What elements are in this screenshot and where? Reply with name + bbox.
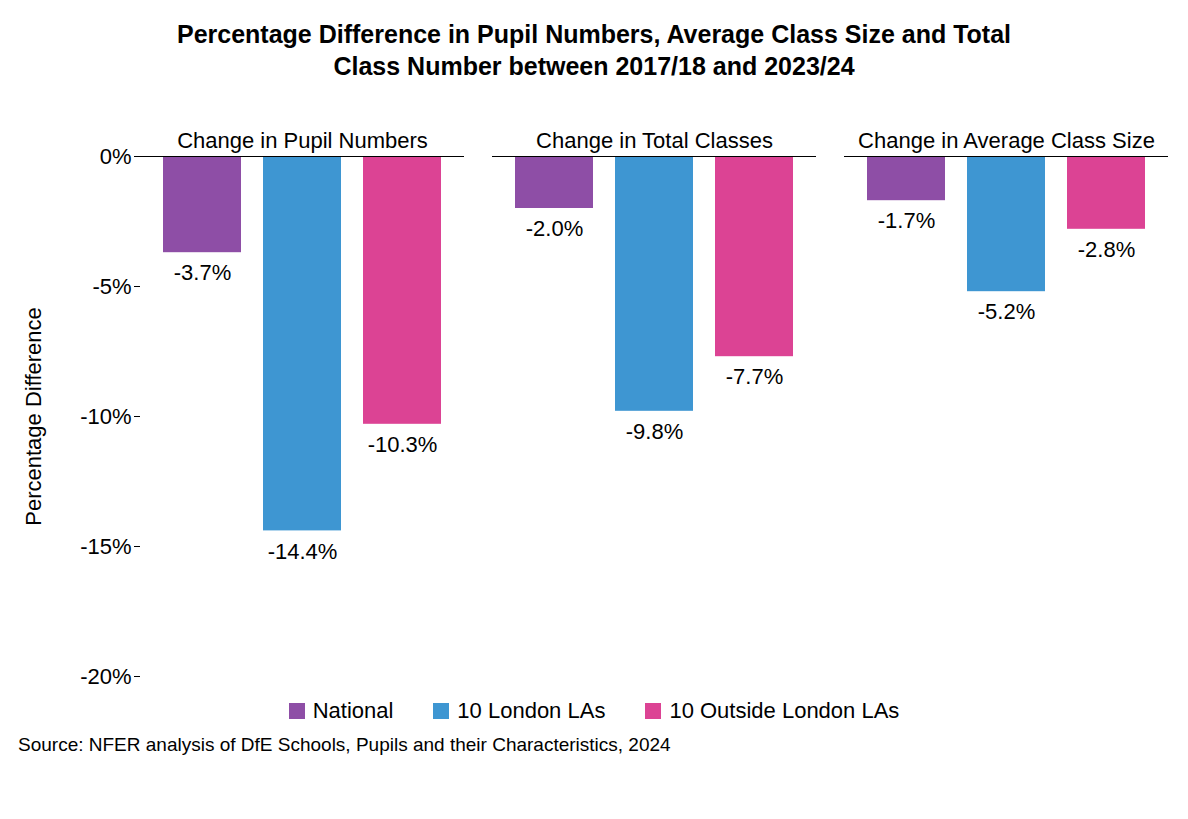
svg-text:-10.3%: -10.3% bbox=[368, 432, 438, 457]
svg-text:Percentage Difference: Percentage Difference bbox=[21, 307, 46, 526]
svg-text:-1.7%: -1.7% bbox=[878, 208, 935, 233]
svg-text:0%: 0% bbox=[100, 144, 132, 169]
svg-text:-7.7%: -7.7% bbox=[726, 364, 783, 389]
svg-text:-2.0%: -2.0% bbox=[526, 216, 583, 241]
svg-text:Change in Total Classes: Change in Total Classes bbox=[536, 128, 773, 153]
html-text:National: National bbox=[312, 698, 394, 723]
svg-text:-2.8%: -2.8% bbox=[1078, 237, 1135, 262]
svg-text:Change in Average Class Size: Change in Average Class Size bbox=[858, 128, 1155, 153]
svg-text:-5%: -5% bbox=[92, 274, 131, 299]
svg-text:-20%: -20% bbox=[80, 664, 131, 689]
svg-text:-10%: -10% bbox=[80, 404, 131, 429]
html-text:10 London LAs: 10 London LAs bbox=[457, 698, 606, 723]
svg-text:-5.2%: -5.2% bbox=[978, 299, 1035, 324]
svg-text:-9.8%: -9.8% bbox=[626, 419, 683, 444]
svg-text:-14.4%: -14.4% bbox=[268, 539, 338, 564]
html-text:Source: NFER analysis of DfE S: Source: NFER analysis of DfE Schools, Pu… bbox=[18, 734, 671, 755]
svg-text:-3.7%: -3.7% bbox=[174, 260, 231, 285]
svg-text:-15%: -15% bbox=[80, 534, 131, 559]
svg-text:Change in Pupil Numbers: Change in Pupil Numbers bbox=[177, 128, 428, 153]
html-text:10 Outside London LAs: 10 Outside London LAs bbox=[669, 698, 900, 723]
html-text:Percentage Difference in Pupil: Percentage Difference in Pupil Numbers, … bbox=[177, 20, 1011, 80]
